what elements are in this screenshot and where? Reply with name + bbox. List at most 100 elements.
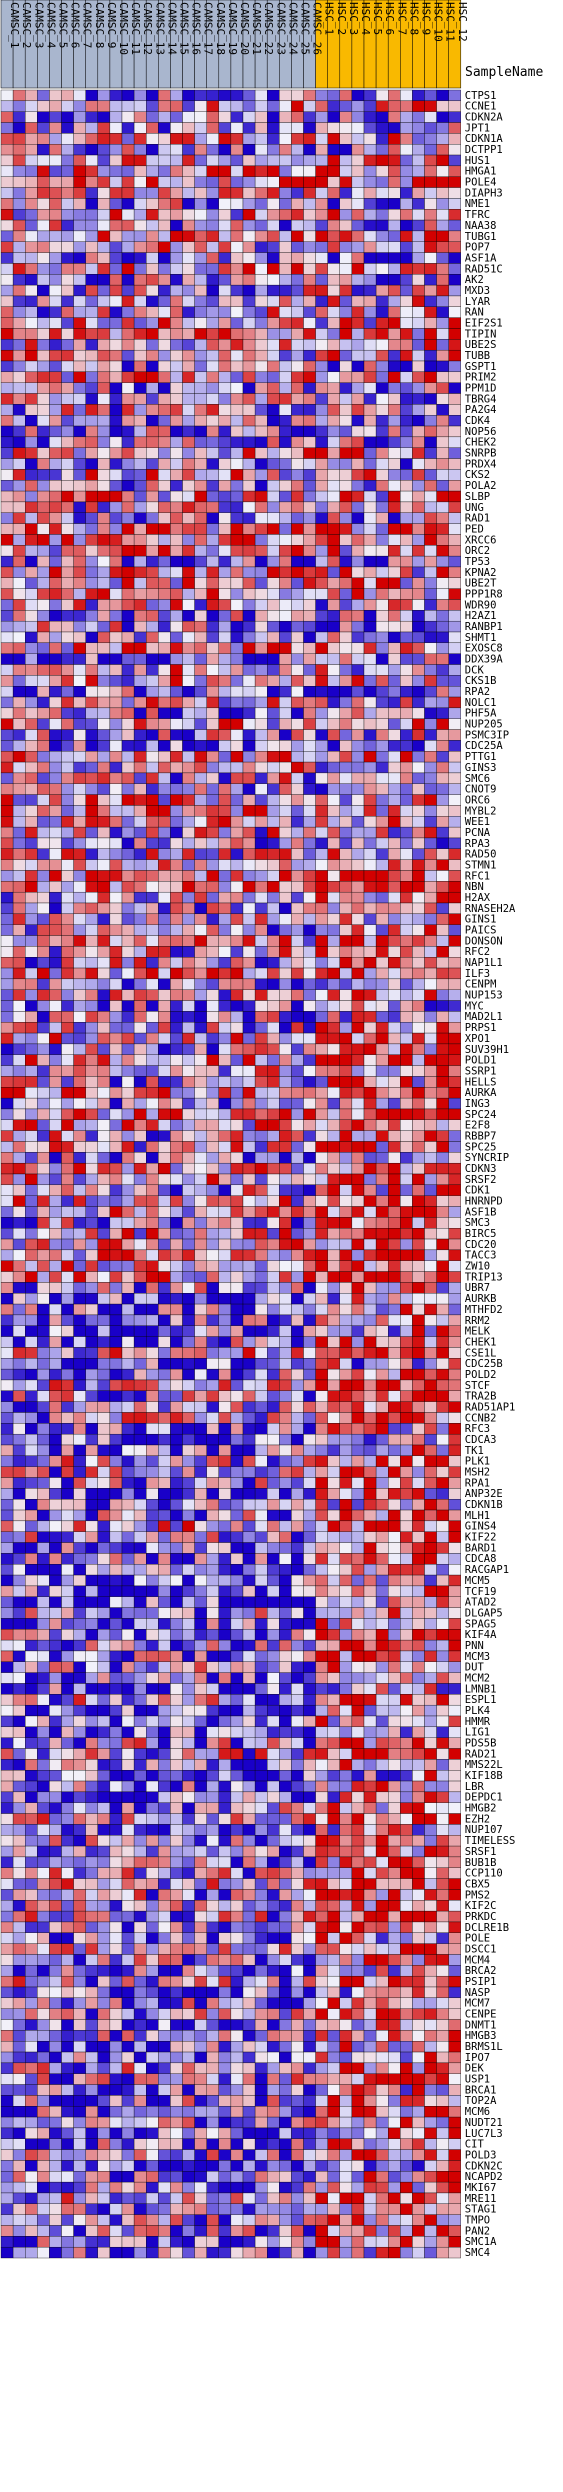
heatmap-cell [85, 816, 98, 828]
heatmap-cell [121, 219, 135, 232]
heatmap-cell [351, 1444, 365, 1457]
heatmap-cell [73, 978, 86, 990]
heatmap-cell [327, 588, 340, 600]
heatmap-cell [73, 1238, 86, 1251]
heatmap-cell [363, 230, 377, 242]
heatmap-cell [327, 913, 340, 925]
heatmap-cell [12, 252, 26, 264]
heatmap-cell [388, 219, 401, 232]
heatmap-cell [363, 783, 377, 795]
heatmap-cell [339, 1162, 353, 1175]
heatmap-cell [170, 957, 183, 969]
heatmap-cell [388, 1477, 401, 1489]
heatmap-cell [194, 902, 207, 915]
heatmap-cell [267, 349, 280, 362]
heatmap-cell [351, 1401, 365, 1413]
heatmap-cell [218, 89, 232, 102]
heatmap-cell [25, 154, 38, 167]
heatmap-cell [194, 566, 207, 578]
heatmap-cell [37, 393, 50, 405]
heatmap-cell [327, 501, 340, 513]
heatmap-cell [412, 1228, 425, 1240]
heatmap-cell [242, 946, 256, 958]
heatmap-cell [448, 870, 461, 882]
heatmap-cell [400, 1043, 413, 1055]
heatmap-cell [85, 252, 98, 264]
heatmap-cell [279, 1173, 292, 1186]
heatmap-cell [267, 144, 280, 156]
heatmap-cell [37, 848, 50, 860]
heatmap-cell [73, 1228, 86, 1240]
heatmap-cell [73, 1390, 86, 1402]
heatmap-cell [424, 946, 437, 958]
heatmap-cell [242, 588, 256, 600]
heatmap-cell [291, 1455, 304, 1467]
heatmap-cell [230, 967, 244, 980]
heatmap-cell [400, 1293, 413, 1305]
heatmap-cell [218, 1054, 232, 1066]
heatmap-cell [388, 458, 401, 470]
heatmap-cell [424, 1293, 437, 1305]
heatmap-cell [400, 675, 413, 687]
heatmap-cell [242, 219, 256, 232]
heatmap-cell [133, 447, 147, 459]
heatmap-cell [388, 978, 401, 990]
heatmap-cell [121, 610, 135, 622]
heatmap-cell [97, 1217, 111, 1229]
heatmap-cell [448, 653, 461, 665]
heatmap-cell [25, 534, 38, 546]
heatmap-cell [327, 664, 340, 676]
heatmap-cell [170, 1162, 183, 1175]
heatmap-cell [97, 1011, 111, 1023]
heatmap-cell [230, 252, 244, 264]
heatmap-cell [254, 891, 268, 904]
heatmap-cell [158, 415, 171, 427]
heatmap-cell [218, 1152, 232, 1164]
heatmap-cell [61, 599, 74, 611]
heatmap-cell [375, 1152, 389, 1164]
heatmap-cell [230, 404, 244, 416]
heatmap-cell [97, 1488, 111, 1500]
heatmap-cell [85, 317, 98, 329]
heatmap-cell [363, 1325, 377, 1337]
heatmap-cell [61, 371, 74, 383]
heatmap-cell [158, 1260, 171, 1272]
heatmap-cell [146, 1358, 159, 1370]
heatmap-cell [85, 957, 98, 969]
heatmap-cell [230, 111, 244, 123]
heatmap-cell [61, 891, 74, 904]
heatmap-cell [97, 187, 111, 199]
heatmap-cell [230, 1347, 244, 1359]
heatmap-cell [424, 653, 437, 665]
heatmap-cell [424, 1206, 437, 1218]
heatmap-cell [412, 187, 425, 199]
heatmap-cell [242, 176, 256, 188]
heatmap-cell [121, 1184, 135, 1196]
heatmap-cell [133, 480, 147, 492]
heatmap-cell [158, 1054, 171, 1066]
heatmap-cell [291, 1141, 304, 1153]
heatmap-cell [37, 696, 50, 709]
heatmap-cell [424, 1271, 437, 1283]
heatmap-cell [25, 978, 38, 990]
heatmap-cell [315, 144, 328, 156]
heatmap-cell [339, 772, 353, 784]
heatmap-cell [267, 154, 280, 167]
heatmap-cell [194, 230, 207, 242]
heatmap-cell [242, 1271, 256, 1283]
heatmap-cell [194, 1314, 207, 1326]
heatmap-cell [25, 1162, 38, 1175]
heatmap-cell [170, 826, 183, 839]
heatmap-cell [242, 1141, 256, 1153]
heatmap-cell [424, 100, 437, 112]
heatmap-cell [242, 816, 256, 828]
heatmap-cell [206, 1130, 219, 1142]
heatmap-cell [291, 545, 304, 557]
heatmap-cell [267, 1000, 280, 1012]
heatmap-cell [230, 675, 244, 687]
heatmap-cell [121, 295, 135, 307]
heatmap-cell [242, 610, 256, 622]
heatmap-cell [61, 1423, 74, 1435]
heatmap-cell [12, 555, 26, 568]
heatmap-cell [49, 555, 62, 568]
